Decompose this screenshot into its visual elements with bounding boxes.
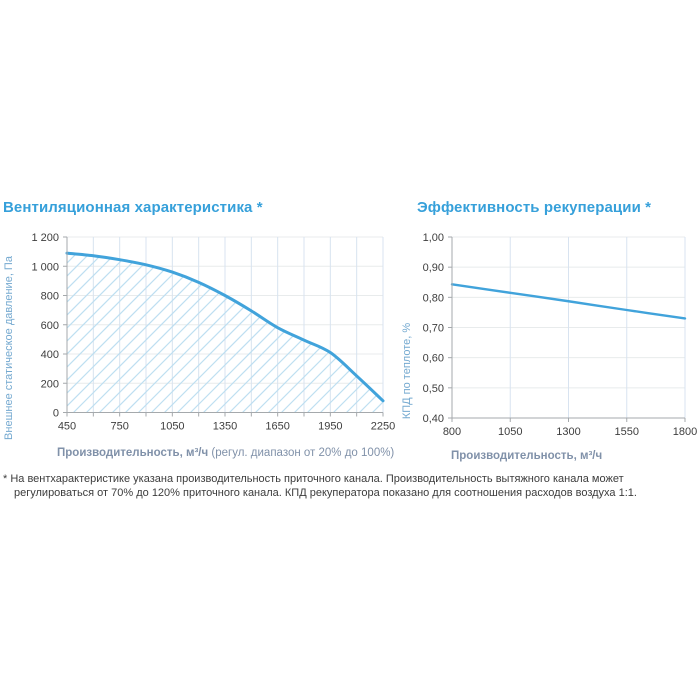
hatch-line <box>67 253 146 413</box>
ventilation-chart-title: Вентиляционная характеристика * <box>3 199 263 216</box>
hatch-line <box>67 253 133 413</box>
ventilation-chart-plot: 0 200 400 600 800 1 000 1 200 450 750 1050 1350 165… <box>3 232 395 440</box>
recovery-x-axis-caption-main: Производительность, м³/ч <box>451 450 603 462</box>
y-tick-label: 0,70 <box>423 323 444 335</box>
ventilation-x-axis-caption-main: Производительность, м³/ч <box>57 447 209 459</box>
recovery-chart-plot: 0,40 0,50 0,60 0,70 0,80 0,90 1,00 800 1050 1300 1… <box>401 232 697 438</box>
y-tick-label: 0 <box>53 408 59 420</box>
recovery-chart-title: Эффективность рекуперации * <box>417 199 652 216</box>
x-tick-label: 450 <box>58 421 76 433</box>
y-tick-label: 800 <box>41 291 59 303</box>
x-tick-label: 1550 <box>615 426 639 438</box>
hatch-line <box>67 253 159 413</box>
y-tick-label: 0,80 <box>423 292 444 304</box>
y-axis-label: КПД по теплоте, % <box>401 323 413 420</box>
hatch-line <box>307 253 383 413</box>
hatch-line <box>320 253 383 413</box>
y-tick-label: 400 <box>41 349 59 361</box>
x-tick-label: 1300 <box>556 426 580 438</box>
x-tick-label: 2250 <box>371 421 395 433</box>
y-tick-label: 1,00 <box>423 232 444 244</box>
x-tick-label: 1350 <box>213 421 237 433</box>
y-tick-label: 200 <box>41 378 59 390</box>
ventilation-x-axis-caption-note: (регул. диапазон от 20% до 100%) <box>208 447 395 459</box>
y-tick-label: 0,50 <box>423 383 444 395</box>
footnote-line-2: регулироваться от 70% до 120% приточного… <box>14 486 637 499</box>
hatch-line <box>67 253 107 413</box>
y-axis-label: Внешнее статическое давление, Па <box>3 255 15 440</box>
hatch-line <box>67 253 120 413</box>
y-tick-label: 0,40 <box>423 413 444 425</box>
data-curve <box>65 251 385 403</box>
footnote: * На вентхарактеристике указана производ… <box>3 473 695 500</box>
x-tick-label: 800 <box>443 426 461 438</box>
footnote-line-1: * На вентхарактеристике указана производ… <box>3 473 624 485</box>
y-tick-label: 1 000 <box>31 261 59 273</box>
x-tick-label: 1050 <box>160 421 184 433</box>
y-tick-label: 0,60 <box>423 353 444 365</box>
y-tick-label: 0,90 <box>423 262 444 274</box>
x-tick-label: 750 <box>110 421 128 433</box>
x-tick-label: 1800 <box>673 426 697 438</box>
x-tick-label: 1050 <box>498 426 522 438</box>
y-tick-label: 600 <box>41 320 59 332</box>
y-tick-label: 1 200 <box>31 232 59 244</box>
x-tick-label: 1650 <box>265 421 289 433</box>
recovery-x-axis-caption: Производительность, м³/ч <box>451 450 602 462</box>
ventilation-x-axis-caption: Производительность, м³/ч (регул. диапазо… <box>57 447 394 459</box>
x-tick-label: 1950 <box>318 421 342 433</box>
data-curve <box>450 283 687 320</box>
hatch-line <box>67 253 172 413</box>
